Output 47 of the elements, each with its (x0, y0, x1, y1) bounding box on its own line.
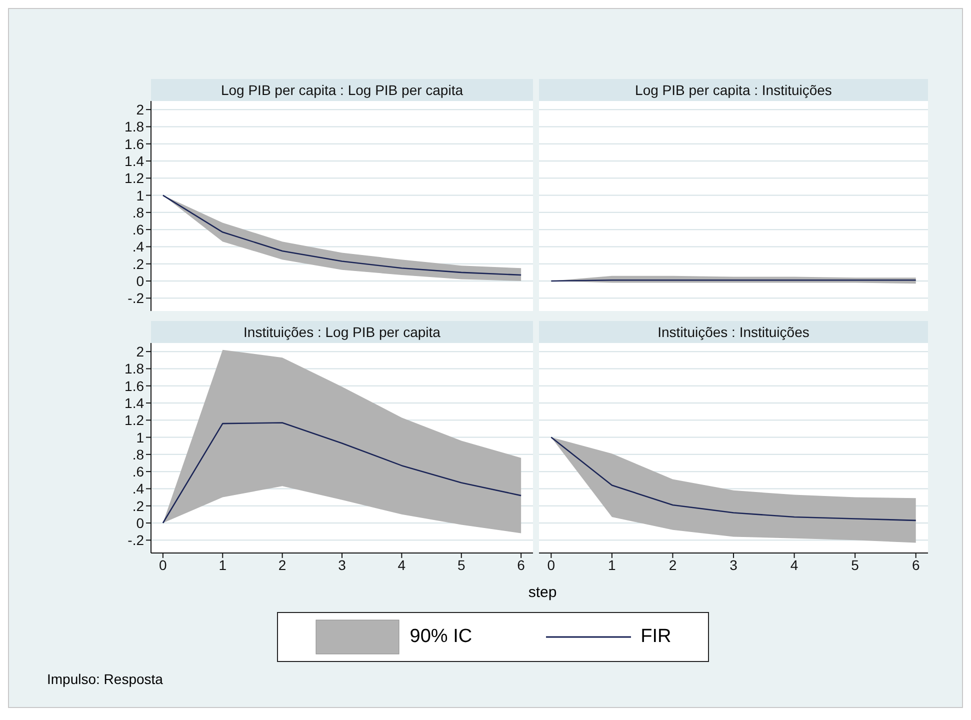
y-tick-label: -.2 (128, 290, 144, 306)
y-tick-label: .6 (132, 222, 144, 238)
y-tick-label: .2 (132, 256, 144, 272)
x-tick-label: 3 (730, 556, 738, 573)
chart-title: Instituições : Log PIB per capita (151, 321, 533, 343)
y-tick-label: .8 (132, 446, 144, 462)
x-tick-label: 2 (278, 556, 286, 573)
y-tick-label: .2 (132, 498, 144, 514)
x-tick-label: 0 (547, 556, 556, 573)
line-series (162, 422, 522, 524)
y-tick-label: 0 (136, 514, 144, 531)
x-tick-label: 5 (457, 556, 466, 573)
x-tick-label: 1 (608, 556, 616, 573)
chart-title: Log PIB per capita : Instituições (539, 79, 928, 101)
y-tick-label: 1.4 (124, 152, 144, 169)
text: Impulso: Resposta (47, 671, 163, 687)
x-tick-label: 0 (159, 556, 168, 573)
x-tick-label: 5 (851, 556, 860, 573)
x-tick-label: 4 (790, 556, 798, 573)
y-tick-label: 1.2 (124, 412, 144, 428)
y-tick-label: .6 (132, 464, 144, 480)
y-tick-label: -.2 (128, 532, 144, 548)
chart-title: Instituições : Instituições (539, 321, 928, 343)
x-tick-label: 3 (338, 556, 346, 573)
y-tick-label: .4 (132, 480, 144, 497)
text: 90% IC (410, 626, 472, 648)
y-tick-label: 1.8 (124, 118, 144, 135)
y-tick-label: 1.2 (124, 170, 144, 186)
x-axis-title: step (527, 584, 558, 601)
y-tick-label: 2 (136, 344, 144, 360)
y-tick-label: 1 (136, 429, 144, 446)
y-tick-label: 2 (136, 102, 144, 118)
x-tick-label: 2 (668, 556, 677, 573)
y-tick-label: 1.6 (124, 378, 144, 394)
y-tick-label: 1.8 (124, 360, 144, 377)
y-tick-label: 1.6 (124, 136, 144, 152)
y-tick-label: .8 (132, 204, 144, 220)
y-tick-label: 0 (136, 272, 144, 289)
x-tick-label: 1 (218, 556, 227, 573)
chart-title: Log PIB per capita : Log PIB per capita (151, 79, 533, 101)
x-tick-label: 6 (517, 556, 526, 573)
x-tick-label: 4 (398, 556, 406, 573)
y-tick-label: .4 (132, 238, 144, 255)
y-tick-label: 1.4 (124, 394, 144, 411)
y-tick-label: 1 (136, 187, 144, 204)
legend-label: FIR (640, 626, 672, 648)
x-tick-label: 6 (912, 556, 920, 573)
